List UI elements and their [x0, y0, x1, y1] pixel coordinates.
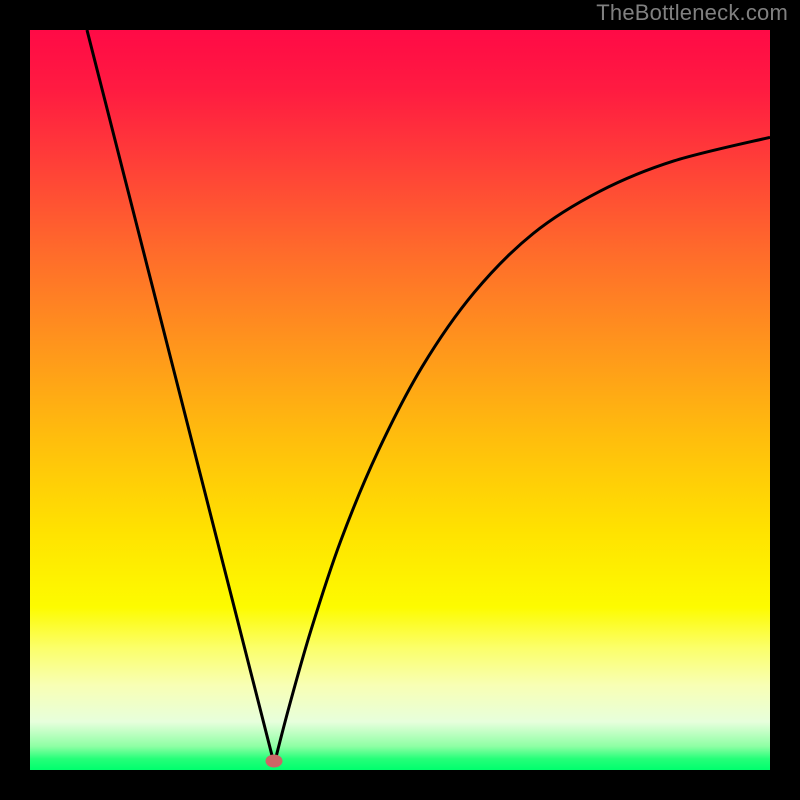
plot-area — [30, 30, 770, 770]
vertex-marker — [266, 755, 283, 768]
bottleneck-curve — [30, 30, 770, 770]
attribution-text: TheBottleneck.com — [596, 0, 788, 26]
figure-root: TheBottleneck.com — [0, 0, 800, 800]
curve-path — [87, 30, 770, 764]
